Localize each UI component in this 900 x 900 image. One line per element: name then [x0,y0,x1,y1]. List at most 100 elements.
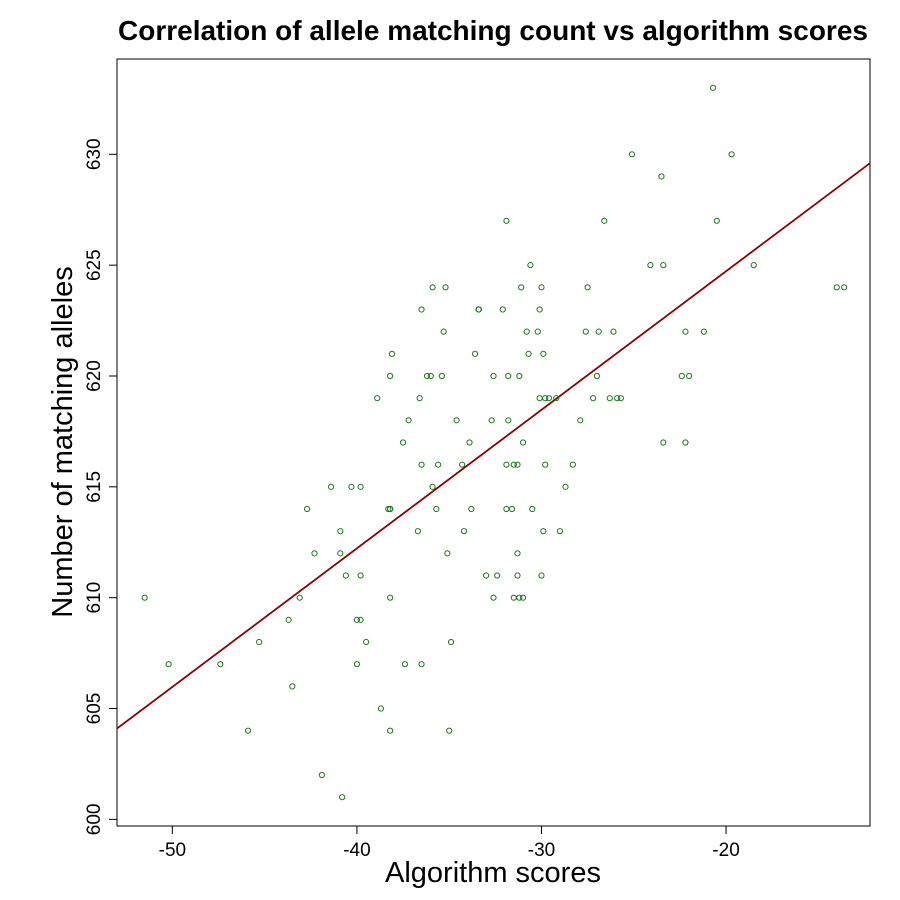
data-point [505,372,512,380]
data-point [577,417,584,424]
data-point [471,350,479,357]
data-point [508,505,516,513]
data-point [357,483,364,490]
data-point [289,683,296,690]
data-point [433,505,440,513]
data-point [527,262,534,269]
data-point [503,505,510,513]
data-point [514,572,521,579]
data-point [490,372,497,380]
data-point [590,395,597,402]
data-point [377,705,385,712]
data-point [682,328,689,335]
data-point [503,217,510,224]
data-point [503,461,510,468]
data-point [525,350,532,357]
data-point [374,395,381,402]
data-point [342,572,349,579]
data-point [429,483,436,490]
data-point [388,350,396,357]
y-tick-label: 605 [84,693,105,725]
data-point [418,661,425,668]
data-point [516,372,523,380]
data-point [678,372,685,380]
data-point [545,395,552,402]
data-point [466,439,473,446]
y-tick-label: 615 [84,471,105,503]
chart-title: Correlation of allele matching count vs … [118,15,868,46]
data-point [444,550,451,557]
data-point [363,638,370,646]
data-point [519,439,527,446]
data-point [405,417,412,424]
data-point [165,661,172,668]
data-point [442,284,449,291]
data-point [311,550,318,557]
data-point [318,771,325,779]
data-point [514,550,521,557]
y-axis: 600 605 610 615 620 625 630 [84,138,117,835]
data-point [244,727,252,734]
data-point [595,328,602,335]
data-point [542,461,549,468]
x-axis-title: Algorithm scores [385,857,601,889]
x-tick-label: -30 [528,840,555,861]
data-point [660,439,667,446]
x-tick-label: -40 [343,840,370,861]
data-points-group [141,84,848,801]
regression-line [116,162,871,730]
data-point [516,594,523,601]
y-axis-title: Number of matching alleles [47,266,79,617]
data-point [427,372,434,380]
data-point [542,395,549,402]
data-point [601,217,608,224]
data-point [387,372,394,380]
data-point [710,84,717,91]
data-point [418,461,425,468]
data-point [453,417,460,424]
data-point [303,505,311,513]
data-point [610,328,617,335]
x-tick-label: -50 [159,840,186,861]
data-point [418,306,425,313]
data-point [556,528,564,535]
data-point [584,284,591,291]
data-point [540,350,547,357]
data-point [505,417,512,424]
data-point [429,284,436,291]
data-point [475,306,482,313]
data-point [488,417,495,424]
y-tick-label: 630 [84,138,105,170]
data-point [510,461,517,468]
data-point [387,505,394,513]
data-point [468,505,475,513]
data-point [337,550,344,557]
data-point [460,528,468,535]
data-point [446,727,453,734]
data-point [141,594,148,601]
data-point [348,483,355,490]
data-point [833,284,840,291]
data-point [538,572,545,579]
y-tick-label: 600 [84,803,105,835]
data-point [296,594,303,601]
data-point [353,616,361,623]
data-point [534,328,541,335]
data-point [606,395,613,402]
data-point [700,328,707,335]
trend-line-group [116,162,871,730]
data-point [256,638,263,646]
data-point [647,262,654,269]
data-point [658,173,665,180]
data-point [562,483,569,490]
data-point [540,528,547,535]
data-point [682,439,689,446]
data-point [440,328,447,335]
data-point [285,616,292,623]
data-point [536,395,543,402]
data-point [357,616,364,623]
data-point [750,262,757,269]
y-tick-label: 625 [84,249,105,281]
data-point [438,372,445,380]
